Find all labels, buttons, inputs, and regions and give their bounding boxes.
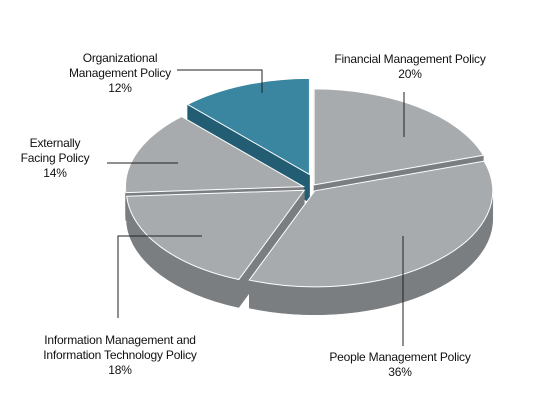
slice-3-top (124, 116, 306, 194)
leader-line-4 (177, 69, 263, 93)
slice-label-line: Organizational (82, 51, 158, 65)
slice-value: 36% (388, 365, 412, 379)
slice-0-top (313, 88, 485, 186)
leader-line-2 (117, 235, 202, 318)
slice-label-1: People Management Policy 36% (320, 350, 480, 380)
slice-label-line: Information Technology Policy (43, 348, 197, 362)
slice-4-top (186, 77, 310, 176)
slice-label-3: Externally Facing Policy 14% (15, 136, 95, 181)
slice-label-line: People Management Policy (329, 350, 471, 364)
slice-2-top (126, 189, 306, 281)
slice-label-4: Organizational Management Policy 12% (55, 51, 185, 96)
slice-label-2: Information Management and Information Te… (20, 333, 220, 378)
slice-label-0: Financial Management Policy 20% (330, 52, 490, 82)
slice-value: 20% (398, 67, 422, 81)
leader-lines (107, 69, 405, 346)
slice-label-line: Facing Policy (20, 151, 90, 165)
slice-value: 12% (108, 81, 132, 95)
slice-label-line: Information Management and (44, 333, 196, 347)
slice-label-line: Externally (29, 136, 81, 150)
slice-value: 14% (43, 166, 67, 180)
slice-1-top (248, 160, 494, 288)
slice-value: 18% (108, 363, 132, 377)
slice-label-line: Management Policy (69, 66, 171, 80)
slice-label-line: Financial Management Policy (334, 52, 486, 66)
slice-tops (124, 77, 494, 288)
